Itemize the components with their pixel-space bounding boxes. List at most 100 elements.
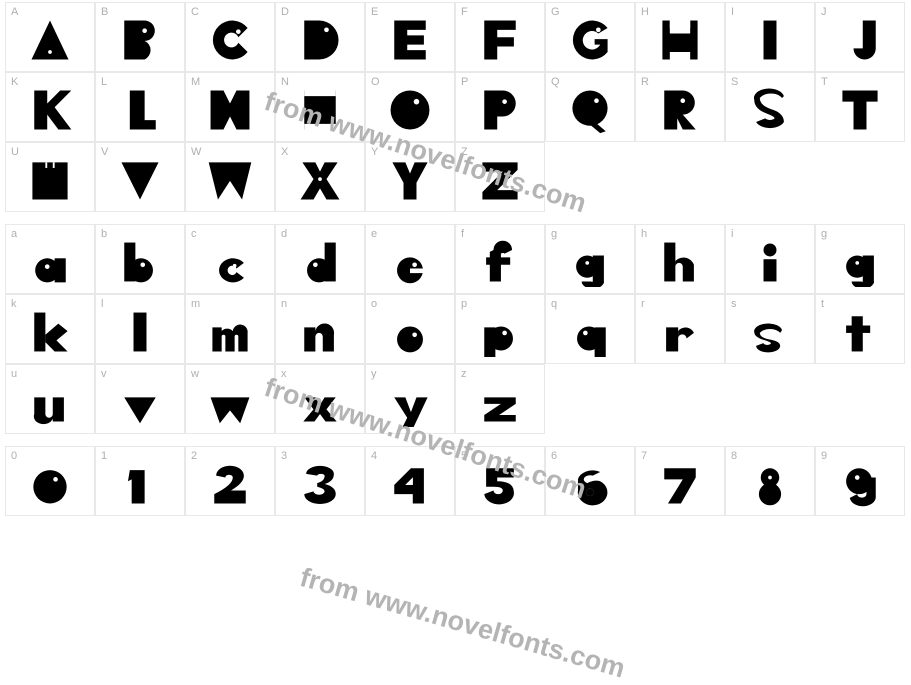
glyph-k	[6, 309, 94, 357]
glyph-8	[726, 461, 814, 509]
glyph-q	[546, 309, 634, 357]
glyph-T	[816, 87, 904, 135]
cell-label: O	[371, 76, 380, 88]
cell-label: L	[101, 76, 107, 88]
cell-label: 1	[101, 450, 107, 462]
glyph-cell-c: c	[185, 224, 275, 294]
cell-label: g	[821, 228, 827, 240]
glyph-cell-0: 0	[5, 446, 95, 516]
cell-label: 3	[281, 450, 287, 462]
glyph-F	[456, 17, 544, 65]
cell-label: v	[101, 368, 107, 380]
cell-label: h	[641, 228, 647, 240]
glyph-K	[6, 87, 94, 135]
glyph-cell-T: T	[815, 72, 905, 142]
glyph-cell-p: p	[455, 294, 545, 364]
glyph-J	[816, 17, 904, 65]
glyph-cell-t: t	[815, 294, 905, 364]
cell-label: R	[641, 76, 649, 88]
glyph-4	[366, 461, 454, 509]
glyph-d	[276, 239, 364, 287]
cell-label: 0	[11, 450, 17, 462]
glyph-cell-r: r	[635, 294, 725, 364]
cell-label: k	[11, 298, 17, 310]
glyph-E	[366, 17, 454, 65]
glyph-cell-2: 2	[185, 446, 275, 516]
cell-label: Z	[461, 146, 468, 158]
glyph-9	[816, 461, 904, 509]
glyph-cell-N: N	[275, 72, 365, 142]
glyph-cell-a: a	[5, 224, 95, 294]
cell-label: V	[101, 146, 108, 158]
glyph-cell-8: 8	[725, 446, 815, 516]
glyph-X	[276, 157, 364, 205]
cell-label: c	[191, 228, 197, 240]
glyph-P	[456, 87, 544, 135]
cell-label: r	[641, 298, 645, 310]
cell-label: B	[101, 6, 108, 18]
glyph-cell-v: v	[95, 364, 185, 434]
glyph-cell-F: F	[455, 2, 545, 72]
glyph-cell-g: g	[815, 224, 905, 294]
glyph-l	[96, 309, 184, 357]
glyph-x	[276, 379, 364, 427]
glyph-h	[636, 239, 724, 287]
cell-label: o	[371, 298, 377, 310]
cell-label: X	[281, 146, 288, 158]
cell-label: I	[731, 6, 734, 18]
glyph-cell-q: q	[545, 294, 635, 364]
cell-label: s	[731, 298, 737, 310]
glyph-cell-o: o	[365, 294, 455, 364]
glyph-C	[186, 17, 274, 65]
glyph-V	[96, 157, 184, 205]
cell-label: E	[371, 6, 378, 18]
glyph-cell-U: U	[5, 142, 95, 212]
glyph-cell-w: w	[185, 364, 275, 434]
glyph-v	[96, 379, 184, 427]
glyph-m	[186, 309, 274, 357]
glyph-cell-3: 3	[275, 446, 365, 516]
glyph-cell-h: h	[635, 224, 725, 294]
glyph-N	[276, 87, 364, 135]
cell-label: F	[461, 6, 468, 18]
cell-label: x	[281, 368, 287, 380]
cell-label: b	[101, 228, 107, 240]
cell-label: m	[191, 298, 200, 310]
cell-label: t	[821, 298, 824, 310]
glyph-cell-H: H	[635, 2, 725, 72]
glyph-cell-K: K	[5, 72, 95, 142]
glyph-cell-Y: Y	[365, 142, 455, 212]
glyph-Z	[456, 157, 544, 205]
cell-label: f	[461, 228, 464, 240]
glyph-H	[636, 17, 724, 65]
glyph-cell-6: 6	[545, 446, 635, 516]
cell-label: z	[461, 368, 467, 380]
glyph-cell-E: E	[365, 2, 455, 72]
glyph-I	[726, 17, 814, 65]
glyph-cell-d: d	[275, 224, 365, 294]
cell-label: g	[551, 228, 557, 240]
glyph-n	[276, 309, 364, 357]
glyph-3	[276, 461, 364, 509]
cell-label: e	[371, 228, 377, 240]
glyph-cell-b: b	[95, 224, 185, 294]
glyph-b	[96, 239, 184, 287]
cell-label: q	[551, 298, 557, 310]
glyph-cell-C: C	[185, 2, 275, 72]
glyph-Q	[546, 87, 634, 135]
cell-label: C	[191, 6, 199, 18]
cell-label: G	[551, 6, 560, 18]
glyph-cell-Q: Q	[545, 72, 635, 142]
glyph-7	[636, 461, 724, 509]
glyph-cell-n: n	[275, 294, 365, 364]
cell-label: K	[11, 76, 18, 88]
cell-label: l	[101, 298, 103, 310]
glyph-cell-x: x	[275, 364, 365, 434]
cell-label: H	[641, 6, 649, 18]
cell-label: d	[281, 228, 287, 240]
glyph-0	[6, 461, 94, 509]
cell-label: n	[281, 298, 287, 310]
cell-label: 2	[191, 450, 197, 462]
glyph-5	[456, 461, 544, 509]
glyph-cell-M: M	[185, 72, 275, 142]
